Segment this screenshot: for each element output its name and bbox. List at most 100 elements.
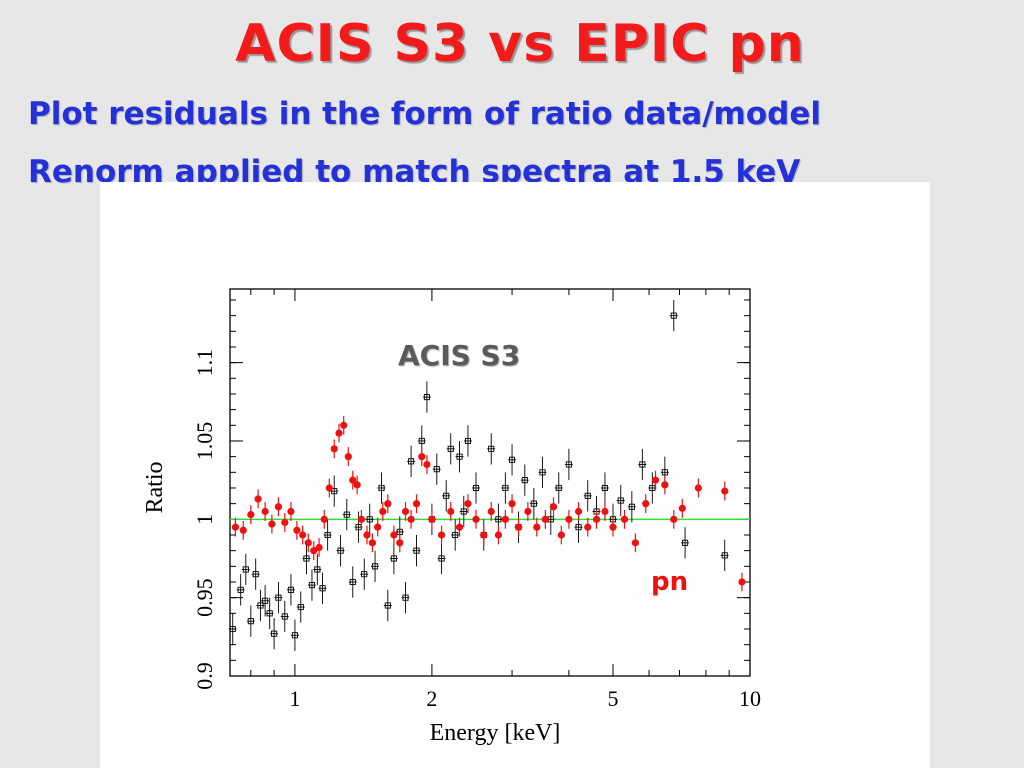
- acis-point: [456, 453, 463, 460]
- acis-point: [229, 625, 236, 633]
- pn-point: [557, 531, 565, 539]
- pn-point: [231, 523, 240, 531]
- acis-point: [584, 492, 591, 499]
- pn-point: [574, 507, 583, 516]
- slide-title: ACIS S3 vs EPIC pn: [235, 14, 805, 74]
- acis-point: [252, 571, 259, 578]
- y-axis-label: Ratio: [142, 462, 168, 514]
- pn-point: [464, 500, 472, 508]
- y-tick-label: 0.9: [192, 662, 217, 690]
- pn-point: [368, 539, 377, 547]
- pn-point: [254, 495, 262, 503]
- pn-point: [418, 453, 426, 461]
- pn-point: [721, 487, 729, 495]
- x-axis-label: Energy [keV]: [430, 720, 561, 746]
- plot-frame: [229, 288, 751, 677]
- pn-point: [631, 539, 640, 547]
- pn-point: [353, 481, 361, 489]
- pn-point: [533, 523, 541, 531]
- acis-point: [275, 594, 282, 601]
- pn-point: [480, 531, 488, 539]
- pn-point: [330, 445, 338, 453]
- pn-point: [661, 481, 669, 489]
- pn-point: [407, 515, 415, 523]
- pn-point: [620, 515, 629, 523]
- acis-point: [349, 578, 356, 586]
- acis-point: [361, 571, 368, 578]
- acis-point: [378, 484, 385, 492]
- pn-point: [401, 507, 410, 516]
- pn-point: [565, 515, 573, 523]
- y-tick-label: 0.95: [192, 578, 217, 617]
- acis-point: [319, 585, 326, 592]
- acis-point: [565, 461, 572, 468]
- pn-point: [363, 531, 371, 539]
- pn-point: [423, 460, 431, 469]
- pn-point: [651, 476, 660, 484]
- acis-point: [331, 488, 338, 495]
- pn-point: [396, 539, 404, 547]
- annotation-pn: pn: [651, 567, 689, 597]
- pn-point: [340, 421, 348, 429]
- y-tick-label: 1: [192, 514, 217, 525]
- pn-point: [501, 515, 509, 523]
- acis-point: [509, 456, 516, 463]
- pn-point: [738, 578, 746, 586]
- pn-point: [374, 523, 382, 531]
- pn-point: [487, 507, 495, 516]
- pn-point: [592, 515, 601, 523]
- acis-point: [343, 511, 350, 518]
- acis-point: [402, 594, 409, 601]
- pn-point: [293, 526, 301, 534]
- acis-point: [337, 547, 344, 554]
- x-tick-label: 1: [289, 686, 300, 711]
- pn-point: [694, 484, 702, 492]
- acis-point: [521, 477, 528, 484]
- pn-point: [310, 547, 318, 555]
- acis-point: [366, 516, 373, 523]
- acis-point: [472, 484, 480, 492]
- acis-point: [464, 437, 471, 445]
- acis-point: [423, 394, 430, 401]
- y-tick-label: 1.05: [192, 422, 217, 461]
- pn-point: [315, 543, 323, 552]
- pn-point: [541, 515, 549, 523]
- acis-point: [314, 566, 321, 573]
- acis-point: [502, 484, 509, 492]
- pn-point: [335, 429, 343, 437]
- acis-point: [408, 458, 415, 465]
- pn-point: [609, 523, 617, 531]
- acis-point: [390, 555, 397, 562]
- acis-point: [237, 586, 244, 593]
- acis-point: [413, 547, 420, 554]
- pn-point: [281, 518, 289, 527]
- acis-point: [452, 531, 459, 539]
- pn-point: [390, 531, 398, 539]
- acis-point: [287, 586, 294, 593]
- acis-point: [649, 484, 656, 492]
- pn-point: [320, 515, 328, 523]
- acis-point: [443, 492, 450, 499]
- pn-point: [642, 500, 650, 508]
- acis-point: [372, 563, 379, 570]
- pn-point: [299, 531, 307, 539]
- plot-panel: 1 2 5 10 0.9 0.95 1 1.05 1.1 Energy [keV] Ratio AC…: [100, 182, 930, 768]
- acis-point: [247, 618, 254, 625]
- acis-point: [297, 604, 304, 611]
- pn-point: [514, 523, 523, 531]
- pn-point: [601, 507, 609, 516]
- acis-point: [447, 445, 454, 452]
- acis-point: [257, 602, 264, 609]
- acis-point: [488, 445, 495, 452]
- pn-point: [508, 500, 516, 508]
- pn-point: [437, 531, 446, 539]
- acis-point: [242, 566, 249, 573]
- pn-point: [678, 504, 686, 512]
- pn-point: [455, 523, 464, 531]
- pn-point: [247, 511, 255, 519]
- acis-point: [271, 630, 278, 637]
- acis-point: [682, 539, 689, 546]
- pn-point: [268, 520, 276, 528]
- pn-point: [428, 515, 436, 523]
- acis-point: [495, 516, 502, 523]
